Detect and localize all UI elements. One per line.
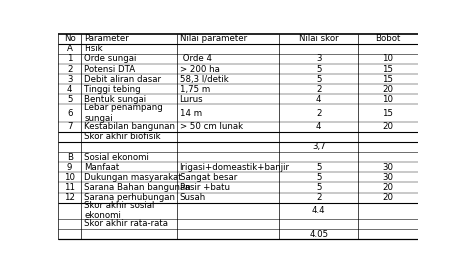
Text: 10: 10 xyxy=(64,173,75,182)
Text: 5: 5 xyxy=(315,75,321,84)
Text: Lurus: Lurus xyxy=(179,95,203,104)
Text: Sarana perhubungan: Sarana perhubungan xyxy=(84,193,175,202)
Text: 10: 10 xyxy=(382,54,393,63)
Text: 20: 20 xyxy=(382,122,393,131)
Text: Orde 4: Orde 4 xyxy=(179,54,211,63)
Text: Bobot: Bobot xyxy=(375,34,400,43)
Text: 12: 12 xyxy=(64,193,75,202)
Text: 2: 2 xyxy=(315,85,321,94)
Text: No: No xyxy=(64,34,75,43)
Text: Bentuk sungai: Bentuk sungai xyxy=(84,95,146,104)
Text: > 200 ha: > 200 ha xyxy=(179,64,219,73)
Text: Potensi DTA: Potensi DTA xyxy=(84,64,135,73)
Text: Orde sungai: Orde sungai xyxy=(84,54,136,63)
Text: Sarana Bahan bangunan: Sarana Bahan bangunan xyxy=(84,183,191,192)
Text: 14 m: 14 m xyxy=(179,109,201,118)
Text: 10: 10 xyxy=(382,95,393,104)
Text: 1,75 m: 1,75 m xyxy=(179,85,209,94)
Text: Manfaat: Manfaat xyxy=(84,163,119,172)
Text: Sosial ekonomi: Sosial ekonomi xyxy=(84,153,149,162)
Text: 5: 5 xyxy=(67,95,72,104)
Text: 1: 1 xyxy=(67,54,72,63)
Text: 5: 5 xyxy=(315,163,321,172)
Text: Pasir +batu: Pasir +batu xyxy=(179,183,229,192)
Text: > 50 cm lunak: > 50 cm lunak xyxy=(179,122,242,131)
Text: 30: 30 xyxy=(382,163,393,172)
Text: 20: 20 xyxy=(382,193,393,202)
Text: Nilai parameter: Nilai parameter xyxy=(179,34,246,43)
Text: Skor akhir rata-rata: Skor akhir rata-rata xyxy=(84,220,168,228)
Text: 2: 2 xyxy=(67,64,72,73)
Text: 3: 3 xyxy=(315,54,321,63)
Text: 30: 30 xyxy=(382,173,393,182)
Text: 4.4: 4.4 xyxy=(311,206,325,215)
Text: Nilai skor: Nilai skor xyxy=(298,34,338,43)
Text: Irigasi+domeastik+banjir: Irigasi+domeastik+banjir xyxy=(179,163,289,172)
Text: 5: 5 xyxy=(315,64,321,73)
Text: A: A xyxy=(67,44,73,53)
Text: Tinggi tebing: Tinggi tebing xyxy=(84,85,141,94)
Text: 15: 15 xyxy=(382,64,393,73)
Text: 20: 20 xyxy=(382,85,393,94)
Text: Skor akhir biofisik: Skor akhir biofisik xyxy=(84,132,161,141)
Text: 2: 2 xyxy=(315,193,321,202)
Text: 5: 5 xyxy=(315,173,321,182)
Text: Susah: Susah xyxy=(179,193,206,202)
Text: 4: 4 xyxy=(67,85,72,94)
Text: Sangat besar: Sangat besar xyxy=(179,173,236,182)
Text: 3: 3 xyxy=(67,75,72,84)
Text: Fisik: Fisik xyxy=(84,44,103,53)
Text: Lebar penampang
sungai: Lebar penampang sungai xyxy=(84,103,163,123)
Text: 11: 11 xyxy=(64,183,75,192)
Text: 6: 6 xyxy=(67,109,72,118)
Text: 20: 20 xyxy=(382,183,393,192)
Text: 4.05: 4.05 xyxy=(308,230,327,238)
Text: 15: 15 xyxy=(382,75,393,84)
Text: 58,3 l/detik: 58,3 l/detik xyxy=(179,75,228,84)
Text: 4: 4 xyxy=(315,95,321,104)
Text: 3,7: 3,7 xyxy=(311,143,325,151)
Text: Skor akhir sosial
ekonomi: Skor akhir sosial ekonomi xyxy=(84,201,154,220)
Text: 2: 2 xyxy=(315,109,321,118)
Text: Dukungan masyarakat: Dukungan masyarakat xyxy=(84,173,181,182)
Text: 15: 15 xyxy=(382,109,393,118)
Text: 9: 9 xyxy=(67,163,72,172)
Text: 4: 4 xyxy=(315,122,321,131)
Text: Parameter: Parameter xyxy=(84,34,129,43)
Text: Kestabilan bangunan: Kestabilan bangunan xyxy=(84,122,175,131)
Text: 5: 5 xyxy=(315,183,321,192)
Text: 7: 7 xyxy=(67,122,72,131)
Text: B: B xyxy=(67,153,73,162)
Text: Debit aliran dasar: Debit aliran dasar xyxy=(84,75,161,84)
